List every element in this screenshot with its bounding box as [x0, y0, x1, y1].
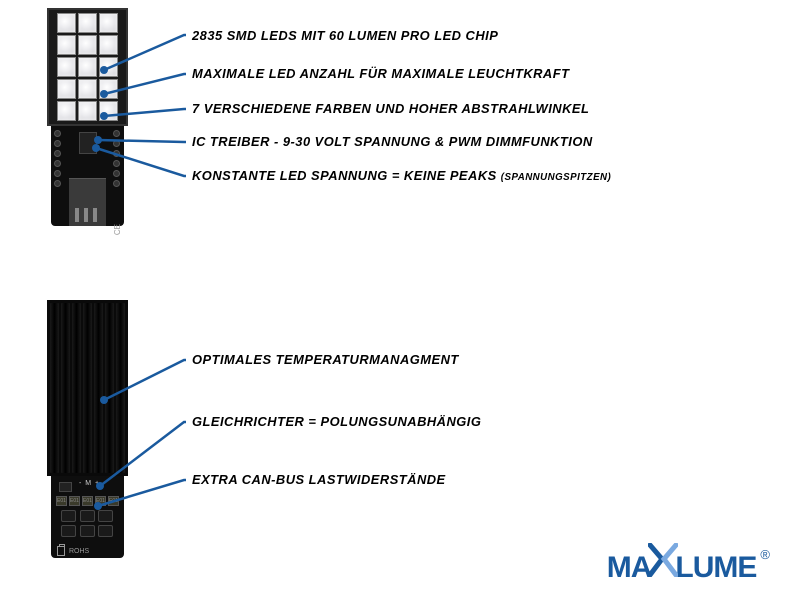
led-chip: [57, 79, 76, 99]
led-chip: [99, 101, 118, 121]
logo-suffix: LUME: [675, 551, 756, 585]
pcb-front: CE: [51, 126, 124, 226]
heatsink-fin: [72, 303, 81, 473]
bottom-label-1: GLEICHRICHTER = POLUNGSUNABHÄNGIG: [192, 414, 481, 429]
top-label-4: KONSTANTE LED SPANNUNG = KEINE PEAKS (SP…: [192, 168, 611, 183]
heatsink-fin: [61, 303, 70, 473]
logo-registered: ®: [760, 547, 770, 562]
ic-chip: [79, 132, 97, 154]
maxlume-logo: MA LUME ®: [607, 543, 770, 585]
heatsink-fin: [94, 303, 103, 473]
logo-x-icon: [648, 543, 678, 577]
wedge-base: [69, 178, 106, 226]
pcb-vias-left: [54, 130, 62, 187]
weee-icon: [57, 546, 65, 556]
rohs-text: ROHS: [69, 548, 89, 555]
rectifier-chip: [59, 482, 72, 492]
top-label-3: IC TREIBER - 9-30 VOLT SPANNUNG & PWM DI…: [192, 134, 593, 149]
led-chip: [78, 79, 97, 99]
ce-mark: CE: [113, 224, 122, 235]
rohs-mark: ROHS: [57, 546, 89, 556]
heatsink-fin: [116, 303, 125, 473]
led-chip: [99, 35, 118, 55]
led-chip: [57, 35, 76, 55]
led-grid: [47, 8, 128, 126]
pcb-vias-right: [113, 130, 121, 187]
bottom-label-2: EXTRA CAN-BUS LASTWIDERSTÄNDE: [192, 472, 446, 487]
top-label-1: MAXIMALE LED ANZAHL FÜR MAXIMALE LEUCHTK…: [192, 66, 569, 81]
led-chip: [78, 57, 97, 77]
led-chip: [78, 13, 97, 33]
led-chip: [78, 101, 97, 121]
polarity-marks: - M +: [79, 480, 100, 487]
bottom-label-0: OPTIMALES TEMPERATURMANAGMENT: [192, 352, 459, 367]
led-bulb-front: CE: [47, 8, 128, 226]
pcb-back: - M + E01E01E01E01E01 ROHS: [51, 476, 124, 558]
led-chip: [99, 13, 118, 33]
logo-prefix: MA: [607, 551, 652, 585]
heatsink-fin: [50, 303, 59, 473]
top-label-2: 7 VERSCHIEDENE FARBEN UND HOHER ABSTRAHL…: [192, 101, 589, 116]
heatsink-fin: [105, 303, 114, 473]
led-chip: [99, 79, 118, 99]
heatsink: [47, 300, 128, 476]
led-bulb-back: - M + E01E01E01E01E01 ROHS: [47, 300, 128, 558]
led-chip: [99, 57, 118, 77]
resistor-row: E01E01E01E01E01: [56, 496, 119, 506]
led-chip: [57, 101, 76, 121]
diagram-container: CE - M + E01E01E01E01E01 ROHS: [0, 0, 800, 600]
heatsink-fin: [83, 303, 92, 473]
pad-grid: [61, 510, 114, 537]
top-label-0: 2835 SMD LEDS MIT 60 LUMEN PRO LED CHIP: [192, 28, 498, 43]
led-chip: [78, 35, 97, 55]
led-chip: [57, 57, 76, 77]
led-chip: [57, 13, 76, 33]
